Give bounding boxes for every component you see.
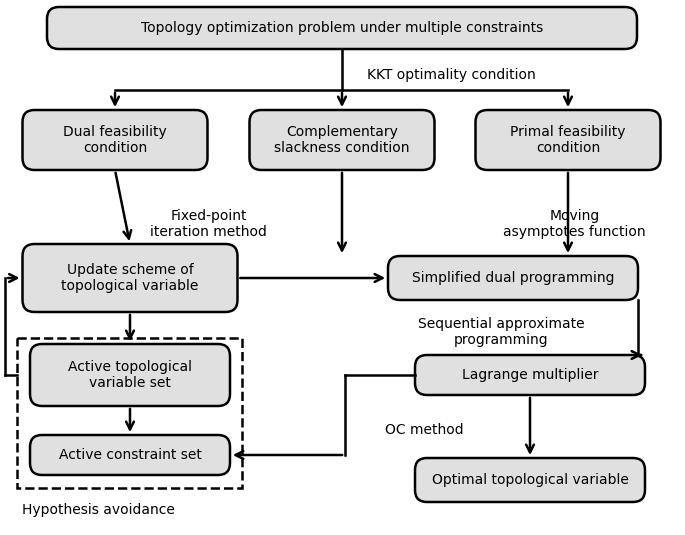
Text: Update scheme of
topological variable: Update scheme of topological variable [62,263,199,293]
Text: Primal feasibility
condition: Primal feasibility condition [510,125,626,155]
Text: Moving
asymptotes function: Moving asymptotes function [503,209,646,239]
Text: Hypothesis avoidance: Hypothesis avoidance [22,503,175,517]
Text: OC method: OC method [385,423,464,437]
Text: Active constraint set: Active constraint set [58,448,201,462]
FancyBboxPatch shape [47,7,637,49]
Text: Topology optimization problem under multiple constraints: Topology optimization problem under mult… [141,21,543,35]
FancyBboxPatch shape [30,344,230,406]
FancyBboxPatch shape [415,458,645,502]
FancyBboxPatch shape [415,355,645,395]
Text: Fixed-point
iteration method: Fixed-point iteration method [150,209,267,239]
FancyBboxPatch shape [30,435,230,475]
Text: Dual feasibility
condition: Dual feasibility condition [63,125,167,155]
Text: Optimal topological variable: Optimal topological variable [432,473,628,487]
Text: KKT optimality condition: KKT optimality condition [367,68,536,82]
Text: Complementary
slackness condition: Complementary slackness condition [274,125,410,155]
FancyBboxPatch shape [23,244,238,312]
Text: Sequential approximate
programming: Sequential approximate programming [418,317,584,347]
Text: Simplified dual programming: Simplified dual programming [412,271,614,285]
Text: Active topological
variable set: Active topological variable set [68,360,192,390]
FancyBboxPatch shape [23,110,208,170]
FancyBboxPatch shape [249,110,434,170]
Text: Lagrange multiplier: Lagrange multiplier [462,368,598,382]
FancyBboxPatch shape [388,256,638,300]
FancyBboxPatch shape [475,110,660,170]
